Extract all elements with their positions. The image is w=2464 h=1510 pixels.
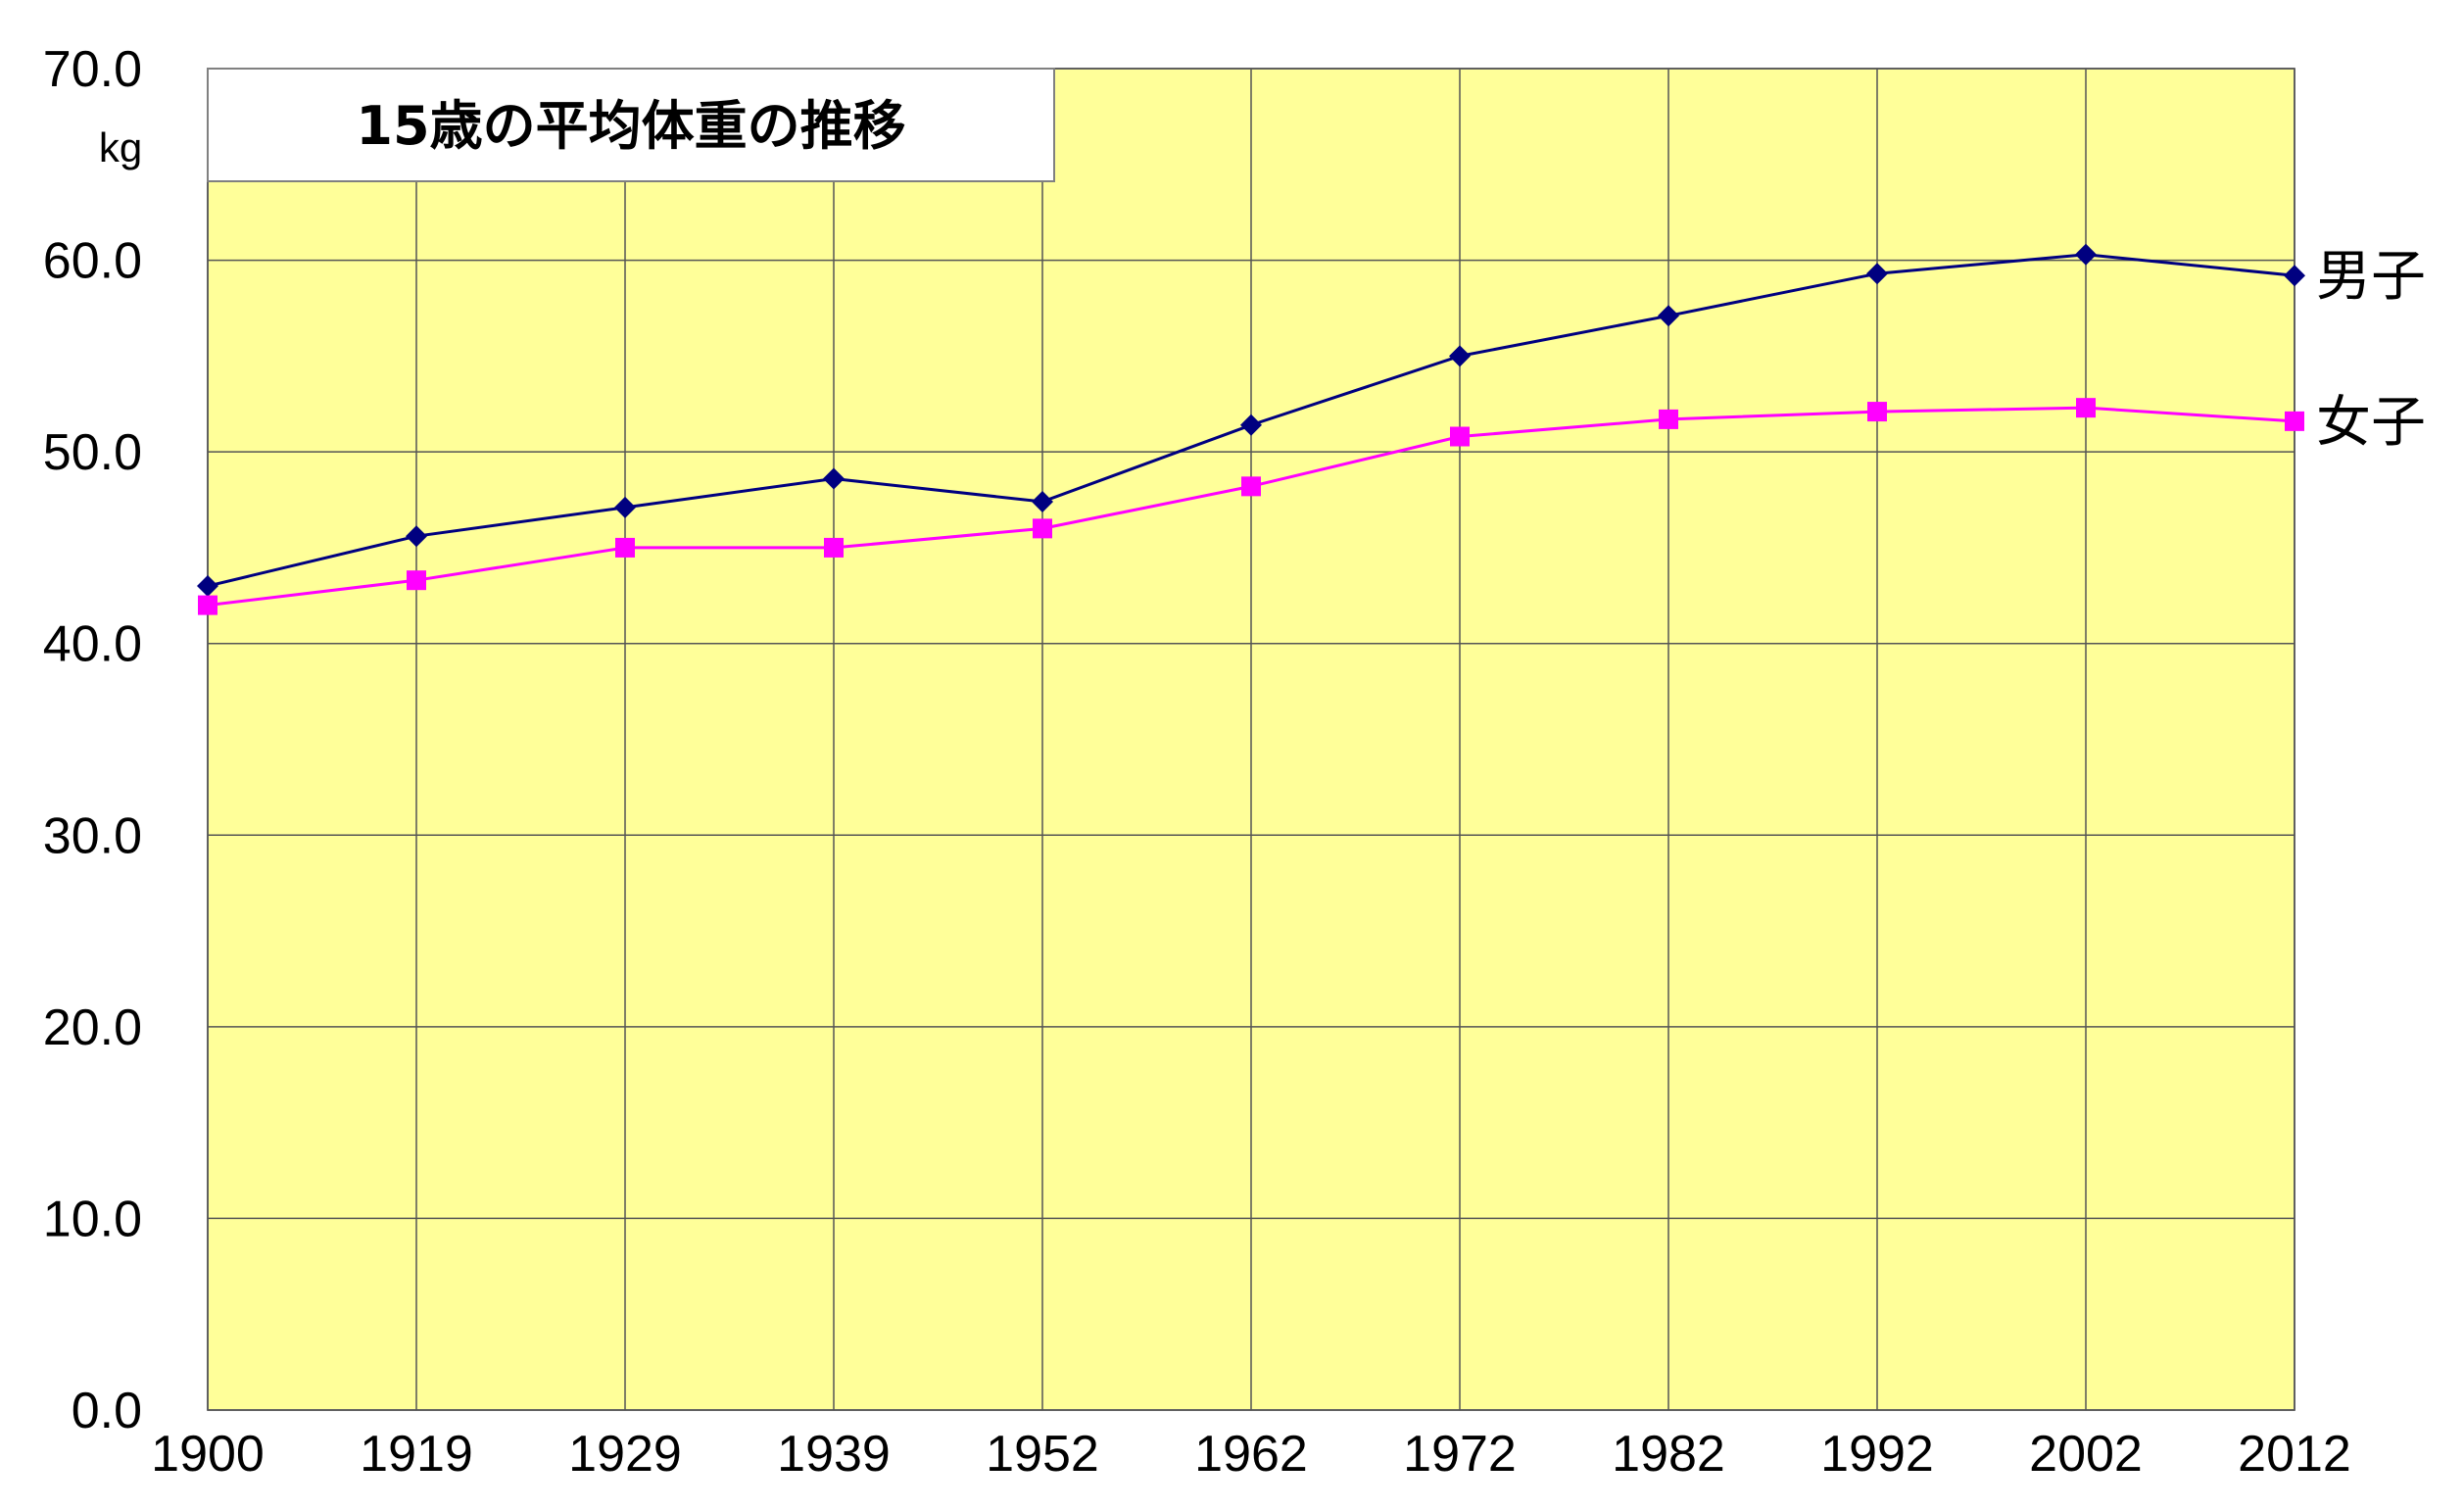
data-point xyxy=(1450,426,1470,447)
data-point xyxy=(1449,345,1471,367)
data-point xyxy=(1658,305,1679,327)
data-point xyxy=(823,467,845,490)
series-label: 男子 xyxy=(2316,245,2426,309)
x-tick-label: 1919 xyxy=(360,1426,473,1483)
x-tick-label: 1952 xyxy=(986,1426,1099,1483)
y-tick-label: 20.0 xyxy=(43,999,142,1056)
x-tick-label: 1939 xyxy=(777,1426,891,1483)
y-tick-label: 50.0 xyxy=(43,424,142,481)
y-tick-label: 60.0 xyxy=(43,233,142,290)
data-point xyxy=(198,595,217,615)
data-point xyxy=(824,537,844,558)
series-boys: 男子 xyxy=(197,243,2426,598)
data-point xyxy=(614,496,636,518)
series-label: 女子 xyxy=(2316,391,2426,455)
chart-title: 15歳の平均体重の推移 xyxy=(356,95,905,157)
y-axis-unit: kg xyxy=(99,124,142,170)
data-point xyxy=(1866,263,1888,285)
x-tick-label: 2012 xyxy=(2238,1426,2351,1483)
chart-title-box: 15歳の平均体重の推移 xyxy=(207,68,1055,182)
data-point xyxy=(2285,411,2304,431)
y-tick-label: 70.0 xyxy=(43,41,142,98)
y-tick-label: 40.0 xyxy=(43,616,142,673)
data-point xyxy=(615,537,635,558)
data-point xyxy=(1240,414,1262,436)
grid-lines xyxy=(207,68,2295,1411)
x-tick-label: 1992 xyxy=(1820,1426,1934,1483)
data-point xyxy=(1033,518,1052,539)
y-tick-label: 0.0 xyxy=(72,1383,142,1439)
x-tick-label: 1929 xyxy=(568,1426,682,1483)
data-point xyxy=(1659,409,1678,429)
y-axis: 0.0 10.0 20.0 30.0 40.0 50.0 60.0 70.0 xyxy=(43,41,142,1439)
x-tick-label: 1962 xyxy=(1194,1426,1308,1483)
x-tick-label: 2002 xyxy=(2029,1426,2143,1483)
x-axis: 1900 1919 1929 1939 1952 1962 1972 1982 1992 2002… xyxy=(151,1426,2351,1483)
data-point xyxy=(407,570,426,591)
data-point xyxy=(1032,490,1053,512)
data-point xyxy=(2075,243,2097,266)
y-tick-label: 10.0 xyxy=(43,1191,142,1247)
data-point xyxy=(1867,402,1887,422)
data-point xyxy=(197,575,218,598)
data-point xyxy=(2284,265,2305,287)
data-point xyxy=(406,525,427,548)
series-girls: 女子 xyxy=(198,391,2426,615)
x-tick-label: 1900 xyxy=(151,1426,265,1483)
data-point xyxy=(1241,476,1261,497)
y-tick-label: 30.0 xyxy=(43,807,142,864)
data-point xyxy=(2076,398,2096,418)
x-tick-label: 1982 xyxy=(1612,1426,1725,1483)
x-tick-label: 1972 xyxy=(1403,1426,1517,1483)
